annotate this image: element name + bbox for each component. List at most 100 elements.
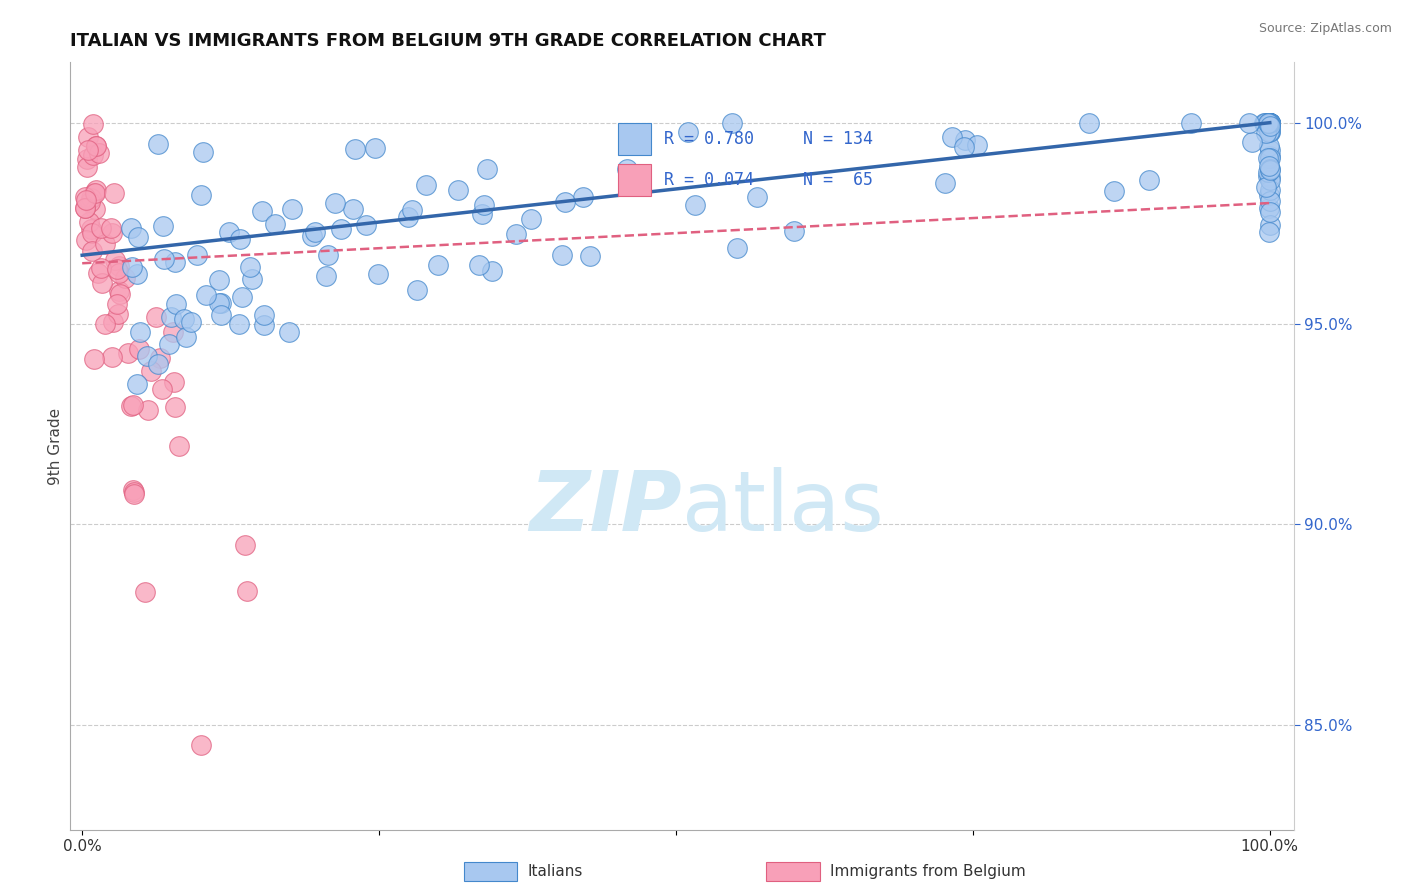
Point xyxy=(721,116,744,130)
Point xyxy=(253,309,276,323)
Point xyxy=(173,312,195,326)
Point xyxy=(165,400,187,414)
Point xyxy=(1258,201,1281,215)
Point xyxy=(186,248,208,262)
Point xyxy=(278,325,301,339)
Point xyxy=(1257,165,1279,179)
Point xyxy=(1258,143,1281,157)
Point xyxy=(100,350,122,364)
Point xyxy=(236,584,259,599)
Point xyxy=(579,249,602,263)
Point xyxy=(1104,184,1126,198)
Point xyxy=(1240,136,1263,150)
Point xyxy=(1258,187,1281,202)
Point xyxy=(1258,226,1281,240)
Point xyxy=(82,244,104,259)
Bar xyxy=(619,164,651,196)
Point xyxy=(146,136,169,151)
Point xyxy=(263,217,285,231)
Point xyxy=(87,266,110,280)
Point xyxy=(1258,205,1281,219)
Point xyxy=(1258,125,1281,139)
Point xyxy=(83,352,105,367)
Point xyxy=(107,259,129,273)
Point xyxy=(75,233,97,247)
Point xyxy=(77,215,100,229)
Point xyxy=(94,317,117,331)
Point xyxy=(1180,116,1202,130)
Point xyxy=(953,140,976,154)
Point xyxy=(128,343,150,357)
Point xyxy=(163,375,186,389)
Point xyxy=(122,483,145,497)
Point xyxy=(101,226,124,240)
Point xyxy=(281,202,304,217)
Point xyxy=(304,225,326,239)
Point xyxy=(1258,151,1281,165)
Point xyxy=(1257,116,1279,130)
Point xyxy=(136,349,159,363)
Point xyxy=(208,296,231,310)
Point xyxy=(316,248,339,262)
Point xyxy=(104,253,127,268)
Point xyxy=(364,141,387,155)
Point xyxy=(141,364,163,378)
Point xyxy=(616,161,638,176)
Point xyxy=(571,190,593,204)
Text: ITALIAN VS IMMIGRANTS FROM BELGIUM 9TH GRADE CORRELATION CHART: ITALIAN VS IMMIGRANTS FROM BELGIUM 9TH G… xyxy=(70,32,827,50)
Point xyxy=(941,129,963,144)
Text: ZIP: ZIP xyxy=(529,467,682,548)
Point xyxy=(108,287,131,301)
Point xyxy=(471,207,494,221)
Point xyxy=(253,318,276,332)
Point xyxy=(75,194,97,208)
Point xyxy=(150,382,173,396)
Point xyxy=(1258,116,1281,130)
Point xyxy=(77,130,100,145)
Point xyxy=(1258,116,1281,130)
Point xyxy=(80,226,103,240)
Point xyxy=(165,297,187,311)
Point xyxy=(426,258,449,272)
Point xyxy=(1253,116,1275,130)
Text: N =  65: N = 65 xyxy=(803,171,873,189)
Point xyxy=(1258,116,1281,130)
Point xyxy=(1257,169,1279,183)
Point xyxy=(89,145,111,160)
Point xyxy=(554,195,576,210)
Point xyxy=(180,315,202,329)
Point xyxy=(472,198,495,212)
Point xyxy=(551,248,574,262)
Point xyxy=(678,124,700,138)
Point xyxy=(121,260,143,275)
Point xyxy=(415,178,437,193)
Text: Source: ZipAtlas.com: Source: ZipAtlas.com xyxy=(1258,22,1392,36)
Point xyxy=(84,186,107,200)
Point xyxy=(447,183,470,197)
Point xyxy=(239,260,262,275)
Point xyxy=(77,143,100,157)
Point xyxy=(76,161,98,175)
Point xyxy=(84,139,107,153)
Point xyxy=(145,310,167,324)
Point xyxy=(1258,218,1281,232)
Point xyxy=(747,190,769,204)
Point xyxy=(103,186,125,201)
Point xyxy=(194,288,217,302)
Point xyxy=(152,219,174,233)
Text: Immigrants from Belgium: Immigrants from Belgium xyxy=(830,864,1025,879)
Point xyxy=(122,398,145,412)
Point xyxy=(83,202,105,217)
Point xyxy=(136,402,159,417)
Point xyxy=(342,202,364,216)
Point xyxy=(1257,116,1279,130)
Point xyxy=(1258,120,1281,135)
Point xyxy=(1258,116,1281,130)
Point xyxy=(725,241,748,255)
Point xyxy=(1257,125,1279,139)
Point xyxy=(1258,116,1281,130)
Point xyxy=(1078,116,1101,130)
Point xyxy=(1257,118,1279,132)
Point xyxy=(167,439,190,453)
Point xyxy=(101,315,124,329)
